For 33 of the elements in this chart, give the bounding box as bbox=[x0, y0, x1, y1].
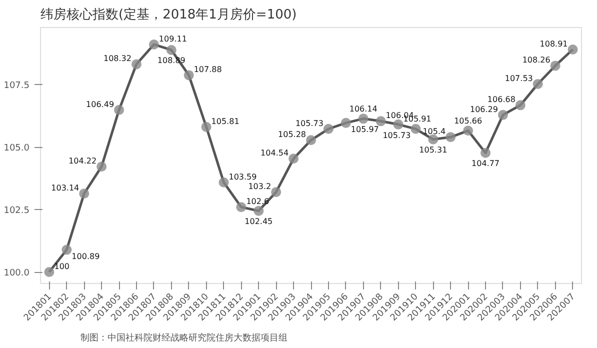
data-label: 105.73 bbox=[295, 118, 324, 128]
data-label: 108.26 bbox=[522, 56, 550, 65]
y-tick-label: 100.0 bbox=[4, 268, 30, 279]
y-tick-label: 105.0 bbox=[4, 144, 30, 154]
data-label: 104.54 bbox=[260, 148, 289, 158]
data-label: 103.14 bbox=[51, 184, 80, 193]
data-label: 106.49 bbox=[86, 100, 114, 109]
data-label: 105.97 bbox=[350, 124, 379, 134]
data-label: 105.73 bbox=[382, 130, 411, 140]
data-label: 106.14 bbox=[349, 104, 378, 114]
data-label: 103.2 bbox=[248, 182, 272, 192]
data-label: 109.11 bbox=[158, 34, 187, 44]
y-tick-label: 107.5 bbox=[4, 81, 30, 92]
data-label: 105.31 bbox=[419, 145, 448, 154]
data-label: 103.59 bbox=[228, 172, 257, 182]
data-label: 106.68 bbox=[487, 95, 516, 104]
data-label: 105.28 bbox=[278, 130, 306, 140]
data-label: 104.77 bbox=[472, 158, 500, 168]
data-label: 108.91 bbox=[540, 39, 568, 48]
y-tick-label: 102.5 bbox=[4, 206, 30, 216]
data-label: 106.29 bbox=[470, 104, 498, 114]
chart-title: 纬房核心指数(定基，2018年1月房价=100) bbox=[40, 6, 297, 22]
data-label: 108.32 bbox=[103, 54, 132, 64]
data-label: 100.89 bbox=[72, 252, 100, 261]
data-label: 102.45 bbox=[244, 216, 273, 226]
data-label: 105.81 bbox=[211, 116, 240, 126]
data-label: 105.66 bbox=[454, 116, 482, 126]
data-label: 107.88 bbox=[194, 65, 222, 74]
data-label: 107.53 bbox=[504, 74, 533, 83]
data-label: 100 bbox=[54, 262, 70, 272]
data-label: 104.22 bbox=[68, 156, 97, 166]
text: 制图：中国社科院财经战略研究院住房大数据项目组 bbox=[80, 332, 288, 344]
data-label: 105.4 bbox=[422, 127, 446, 136]
